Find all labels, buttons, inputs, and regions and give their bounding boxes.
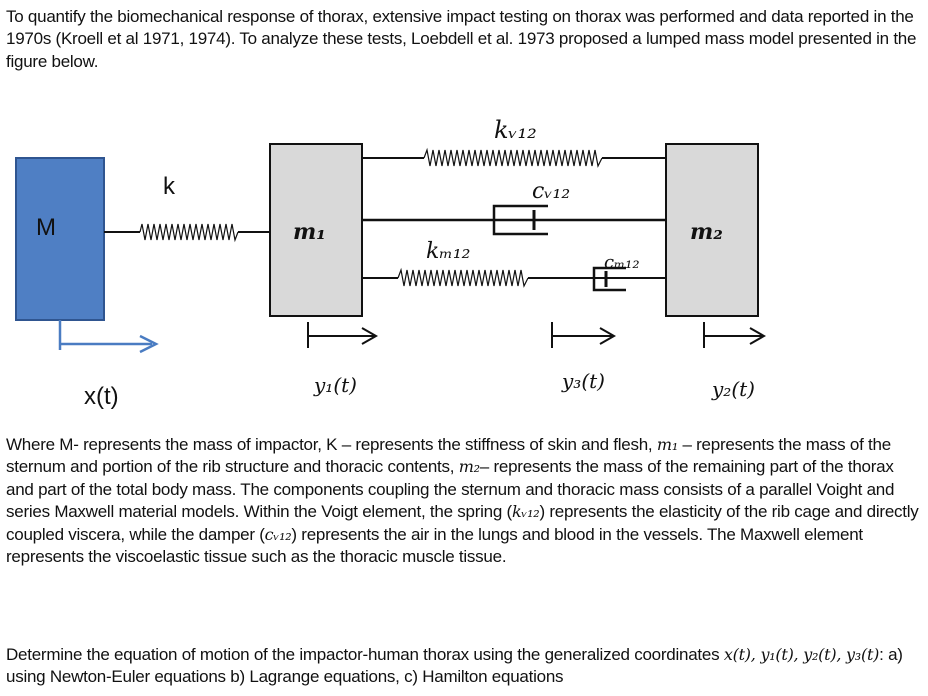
damper-cm12-label: cₘ₁₂ <box>604 252 640 273</box>
y3-coordinate-label: y₃(t) <box>561 369 605 393</box>
desc-text-1: Where M- represents the mass of impactor… <box>6 435 657 454</box>
spring-kv12-coil <box>423 147 603 168</box>
task-text-2: : a) using Newton-Euler equations b) Lag… <box>6 645 903 687</box>
y2-coordinate-arrow-head <box>749 327 767 345</box>
damper-cv12-cylinder <box>492 204 548 236</box>
spring-km12-coil <box>397 267 529 288</box>
y1-coordinate-arrow-head <box>361 327 379 345</box>
x-coordinate-arrow-head <box>139 334 159 354</box>
spring-km12-label: kₘ₁₂ <box>426 239 470 264</box>
task-math-coords: x(t), y₁(t), y₂(t), y₃(t) <box>723 645 880 664</box>
desc-text-3: – represents the mass of the remaining p… <box>6 457 895 522</box>
impactor-mass-block <box>15 157 105 321</box>
mass-m2-block <box>665 143 759 317</box>
task-text-1: Determine the equation of motion of the … <box>6 645 724 664</box>
y1-coordinate-label: y₁(t) <box>313 373 357 397</box>
task-paragraph: Determine the equation of motion of the … <box>6 644 924 689</box>
description-paragraph: Where M- represents the mass of impactor… <box>6 434 924 568</box>
desc-math-m2: m₂ <box>458 457 480 477</box>
desc-math-cv12: cᵥ₁₂ <box>264 524 292 544</box>
y3-coordinate-arrow-head <box>599 327 617 345</box>
intro-paragraph: To quantify the biomechanical response o… <box>6 7 917 71</box>
spring-k-coil <box>139 223 239 243</box>
damper-cm12-cylinder <box>592 266 626 292</box>
desc-text-5: ) represents the air in the lungs and bl… <box>6 524 863 567</box>
lumped-mass-diagram: M k m₁ m₂ kᵥ₁₂ cᵥ₁₂ kₘ₁₂ cₘ₁₂ x(t) y₁(t)… <box>15 116 767 410</box>
x-coordinate-label: x(t) <box>84 383 119 410</box>
mass-m1-label: m₁ <box>293 219 326 245</box>
spring-kv12-label: kᵥ₁₂ <box>494 116 537 144</box>
desc-text-2: – represents the mass of the sternum and… <box>6 435 891 477</box>
desc-math-kv12: kᵥ₁₂ <box>511 502 540 522</box>
y2-coordinate-label: y₂(t) <box>711 377 755 401</box>
mass-m1-block <box>269 143 363 317</box>
spring-k-label: k <box>163 173 176 200</box>
damper-cv12-label: cᵥ₁₂ <box>532 179 570 204</box>
desc-math-m1: m₁ <box>656 435 678 454</box>
impactor-mass-label: M <box>36 214 56 241</box>
desc-text-4: ) represents the elasticity of the rib c… <box>6 502 919 544</box>
mass-m2-label: m₂ <box>690 219 723 245</box>
